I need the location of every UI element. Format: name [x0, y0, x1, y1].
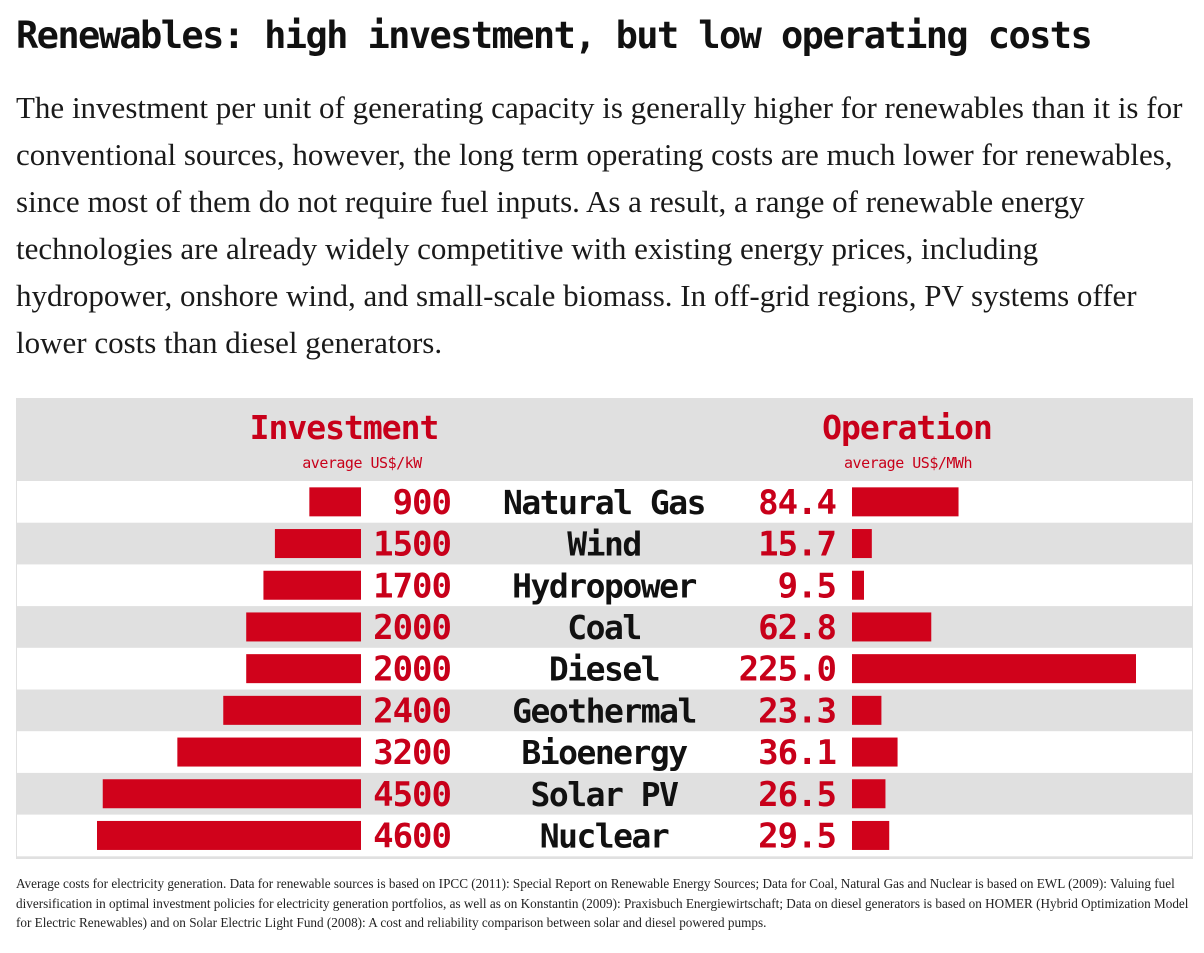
- operation-bar: [852, 529, 872, 559]
- investment-value-label: 4600: [373, 816, 451, 856]
- operation-bar: [852, 820, 890, 850]
- investment-value-label: 2400: [373, 691, 451, 731]
- operation-unit-label: average US$/MWh: [844, 454, 972, 472]
- operation-bar: [852, 654, 1136, 684]
- category-label: Nuclear: [540, 816, 669, 855]
- operation-value-label: 36.1: [758, 733, 836, 773]
- operation-value-label: 15.7: [758, 525, 836, 565]
- operation-value-label: 23.3: [758, 691, 836, 731]
- investment-value-label: 2000: [373, 608, 451, 648]
- category-label: Geothermal: [512, 691, 696, 730]
- source-caption: Average costs for electricity generation…: [16, 876, 1189, 930]
- cost-chart: Investment average US$/kW Operation average…: [16, 398, 1193, 859]
- operation-value-label: 9.5: [778, 566, 836, 606]
- operation-bar: [852, 779, 886, 809]
- investment-bar: [223, 695, 361, 725]
- category-label: Natural Gas: [503, 483, 705, 522]
- row-background: [17, 564, 1192, 607]
- investment-unit-label: average US$/kW: [302, 454, 423, 472]
- investment-bar: [177, 737, 361, 767]
- intro-paragraph: The investment per unit of generating ca…: [16, 90, 1183, 360]
- investment-bar: [246, 612, 361, 642]
- category-label: Wind: [567, 525, 640, 564]
- operation-value-label: 225.0: [739, 650, 836, 690]
- investment-value-label: 1700: [373, 566, 451, 606]
- category-label: Bioenergy: [521, 733, 687, 772]
- operation-bar: [852, 612, 932, 642]
- operation-value-label: 26.5: [758, 775, 836, 815]
- investment-bar: [309, 487, 361, 517]
- cost-chart-svg: Investment average US$/kW Operation average…: [16, 398, 1193, 859]
- operation-bar: [852, 570, 864, 600]
- investment-bar: [263, 570, 361, 600]
- category-label: Solar PV: [531, 775, 679, 814]
- row-background: [17, 481, 1192, 523]
- page-title: Renewables: high investment, but low ope…: [16, 14, 1093, 57]
- category-label: Coal: [567, 608, 640, 647]
- operation-value-label: 62.8: [758, 608, 836, 648]
- investment-value-label: 3200: [373, 733, 451, 773]
- investment-bar: [97, 820, 361, 850]
- operation-bar: [852, 737, 898, 767]
- operation-value-label: 29.5: [758, 816, 836, 856]
- operation-header: Operation: [822, 408, 992, 447]
- investment-value-label: 1500: [373, 525, 451, 565]
- category-label: Hydropower: [512, 566, 696, 605]
- investment-value-label: 900: [393, 483, 451, 523]
- investment-bar: [274, 529, 361, 559]
- operation-bar: [852, 487, 959, 517]
- investment-bar: [102, 779, 361, 809]
- investment-bar: [246, 654, 361, 684]
- category-label: Diesel: [549, 650, 659, 689]
- investment-value-label: 4500: [373, 775, 451, 815]
- investment-value-label: 2000: [373, 650, 451, 690]
- operation-bar: [852, 695, 882, 725]
- operation-value-label: 84.4: [758, 483, 836, 523]
- investment-header: Investment: [250, 408, 439, 447]
